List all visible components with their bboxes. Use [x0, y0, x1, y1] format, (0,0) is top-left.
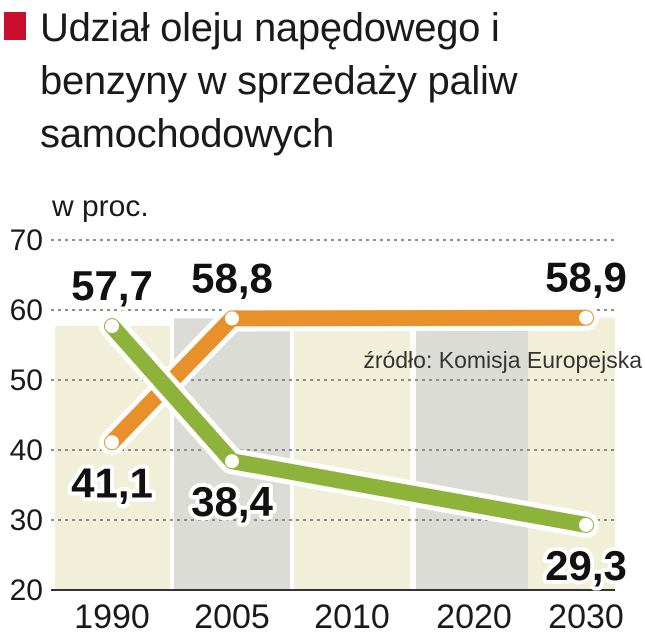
data-point: [579, 517, 593, 532]
data-label: 58,8: [191, 254, 273, 301]
y-tick-label: 50: [10, 364, 43, 397]
y-tick-label: 40: [10, 434, 43, 467]
data-label-outline: 58,8: [191, 254, 273, 301]
data-label-outline: 57,7: [71, 262, 153, 309]
chart-title: Udział oleju napędowego i benzyny w sprz…: [40, 6, 518, 156]
y-tick-label: 70: [10, 224, 43, 257]
data-labels: 57,757,738,438,429,329,341,141,158,858,8…: [67, 250, 631, 593]
data-point: [105, 319, 119, 334]
data-label: 41,1: [71, 459, 153, 506]
data-label: 57,7: [71, 262, 153, 309]
x-axis: 1990 2005 2010 2020 2030: [74, 598, 624, 636]
data-label-outline: 38,4: [191, 478, 273, 525]
chart-header: Udział oleju napędowego i benzyny w sprz…: [0, 0, 645, 170]
source-note: źródło: Komisja Europejska: [363, 347, 642, 373]
background-band: [294, 317, 410, 590]
data-label: 38,4: [191, 478, 273, 525]
y-tick-label: 20: [10, 574, 43, 607]
x-tick-label: 2010: [314, 598, 390, 636]
x-tick-label: 2005: [194, 598, 270, 636]
title-accent-square: [4, 12, 26, 40]
data-label: 58,9: [545, 254, 627, 301]
x-tick-label: 1990: [74, 598, 150, 636]
y-tick-label: 60: [10, 294, 43, 327]
data-point: [225, 311, 239, 326]
background-band: [528, 317, 615, 590]
data-label-outline: 41,1: [71, 459, 153, 506]
x-tick-label: 2030: [548, 598, 624, 636]
data-point: [225, 454, 239, 469]
series-lines: [99, 304, 599, 538]
y-axis: 70 60 50 40 30 20: [10, 224, 615, 607]
x-tick-label: 2020: [436, 598, 512, 636]
background-band: [416, 317, 532, 590]
data-point: [105, 435, 119, 450]
y-tick-label: 30: [10, 504, 43, 537]
data-label: 29,3: [545, 542, 627, 589]
unit-label: w proc.: [52, 190, 149, 223]
data-label-outline: 29,3: [545, 542, 627, 589]
data-point: [579, 310, 593, 325]
data-label-outline: 58,9: [545, 254, 627, 301]
